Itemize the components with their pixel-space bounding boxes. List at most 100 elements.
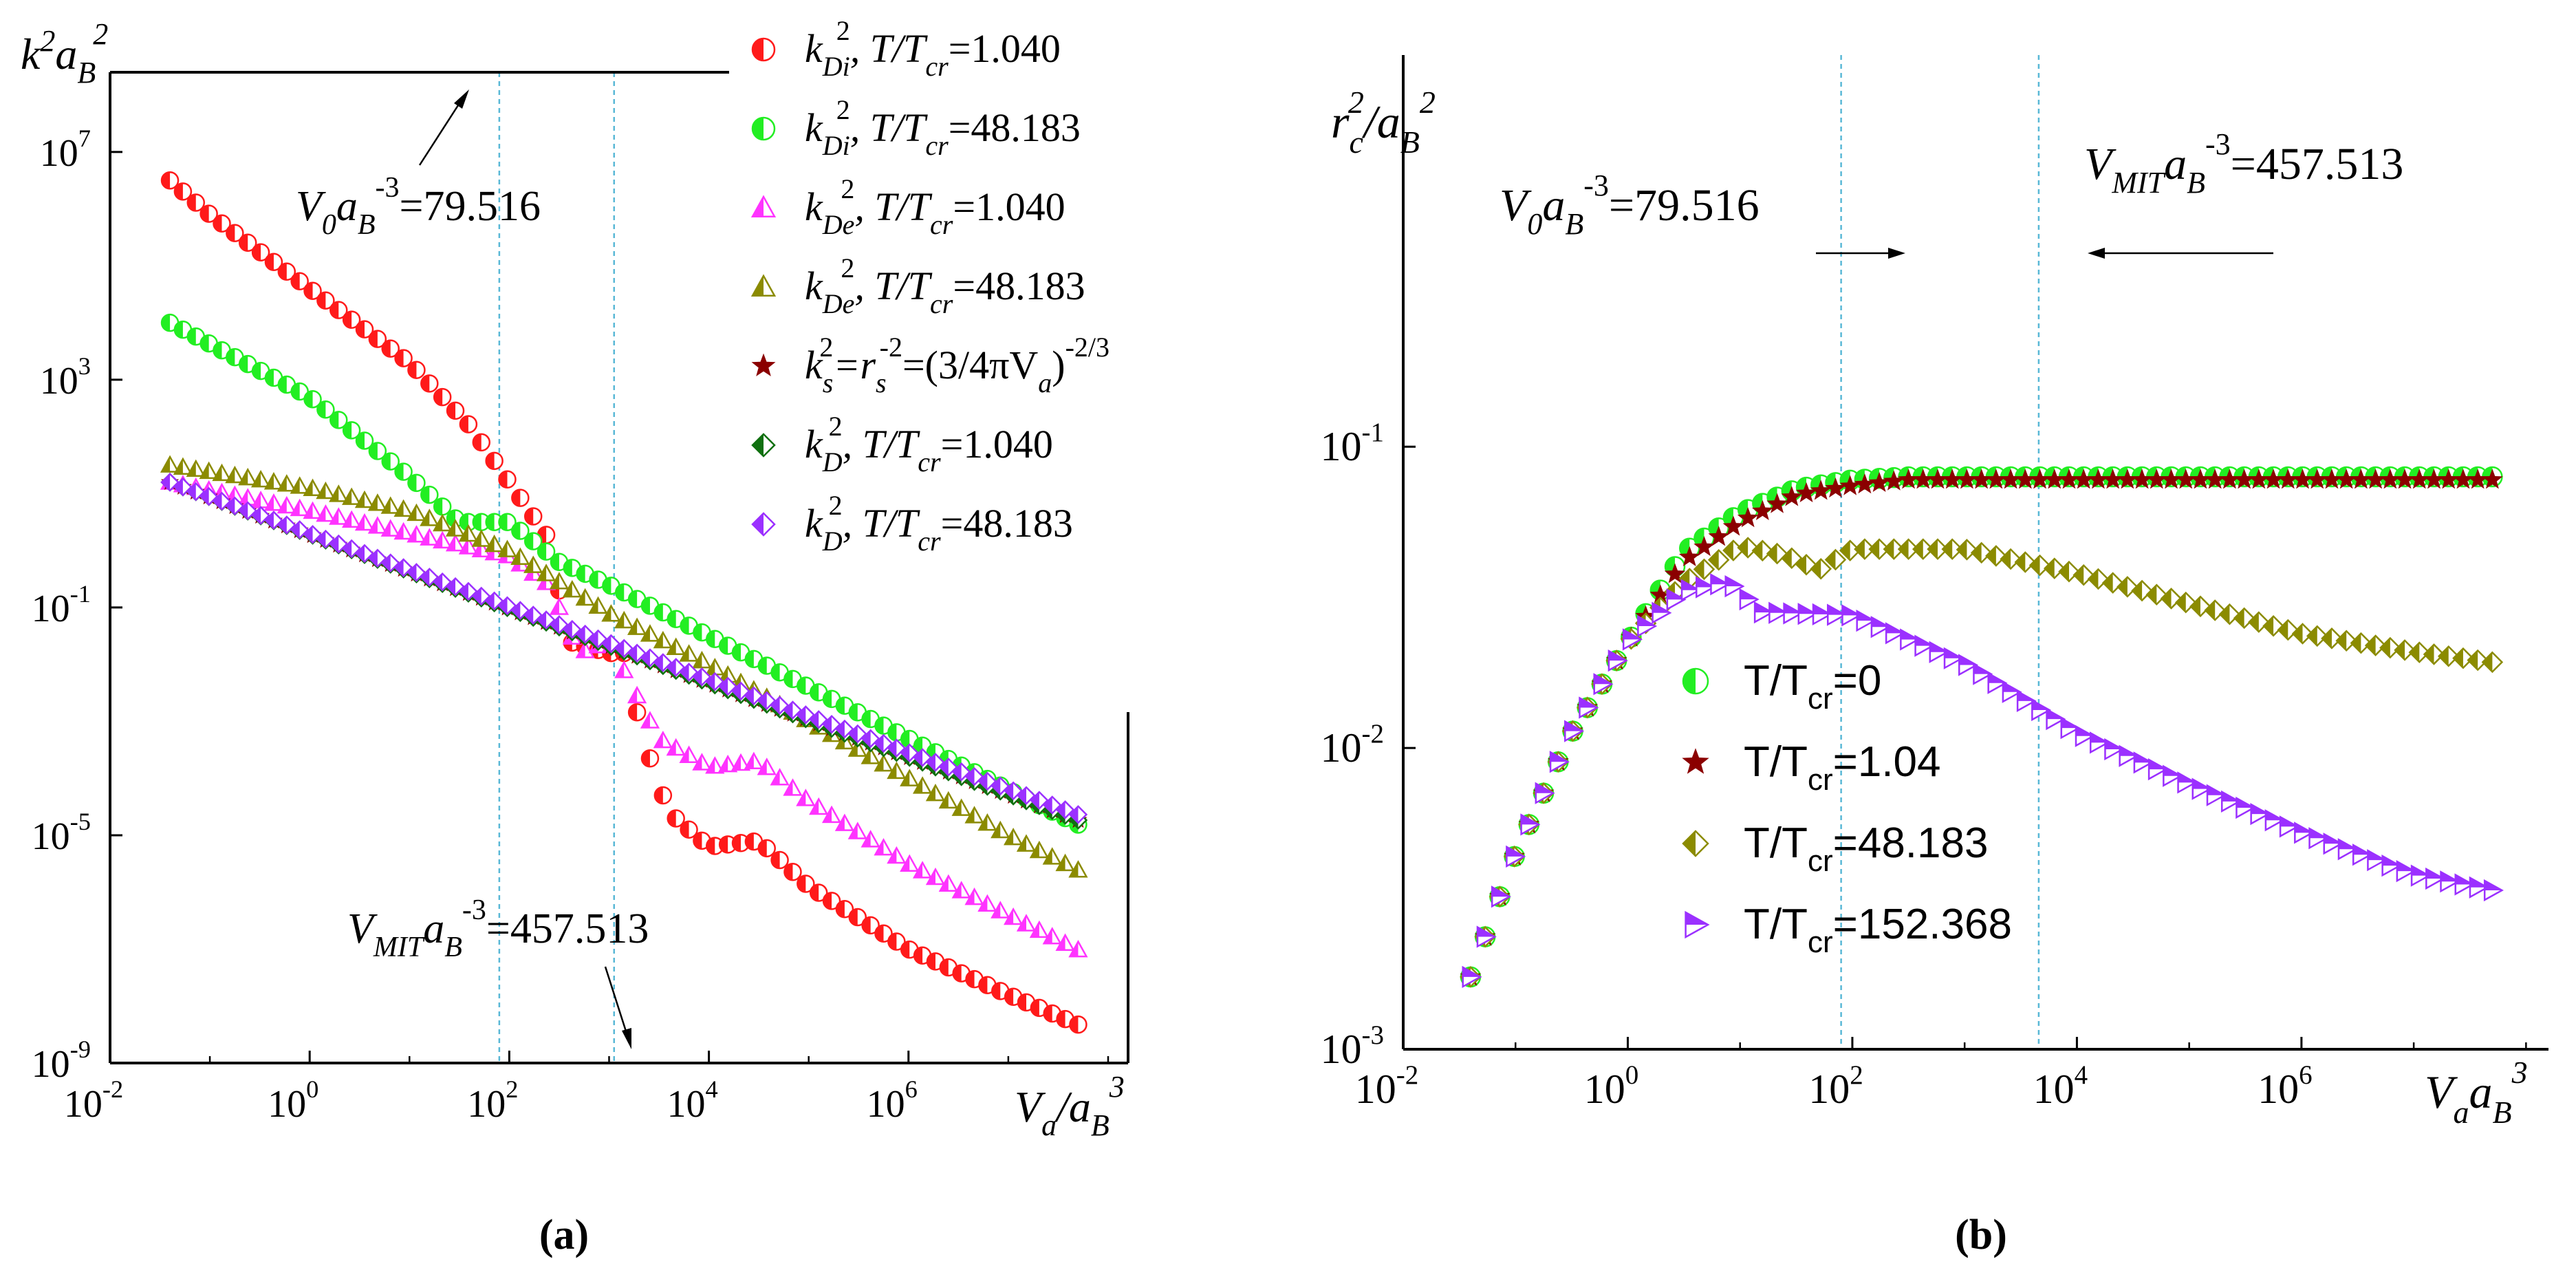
b-point — [2306, 625, 2328, 647]
b-point — [2264, 809, 2285, 832]
b-point — [1970, 541, 1993, 564]
a-point — [433, 497, 452, 516]
a-point — [484, 534, 504, 552]
a-point — [640, 597, 660, 615]
a-legend-marker — [750, 195, 777, 218]
a-legend-label: kDe2, T/Tcr=48.183 — [805, 253, 1085, 319]
a-point — [523, 532, 543, 550]
a-point — [913, 946, 932, 965]
a-point — [1055, 853, 1075, 872]
a-caption: (a) — [539, 1212, 589, 1258]
b-point — [2277, 469, 2299, 489]
b-point — [1649, 584, 1671, 605]
a-xtick-label: 100 — [268, 1075, 318, 1126]
a-point — [796, 788, 816, 806]
b-point — [2104, 738, 2125, 761]
a-point — [342, 510, 362, 528]
a-point — [342, 487, 362, 505]
a-point — [977, 894, 997, 912]
a-point — [627, 685, 647, 704]
a-point — [1042, 927, 1062, 945]
b-point — [2438, 469, 2459, 489]
a-point — [1029, 920, 1049, 938]
b-ytick-label: 10-1 — [1321, 418, 1385, 469]
a-point — [393, 499, 413, 517]
b-point — [1783, 602, 1804, 625]
b-point — [1898, 469, 1919, 489]
b-point — [1839, 539, 1861, 561]
a-point — [925, 867, 946, 886]
a-legend-marker — [751, 353, 776, 376]
a-point — [251, 243, 270, 262]
b-point — [2292, 469, 2313, 489]
a-annotation-vmit: VMITaB-3=457.513 — [347, 894, 649, 963]
a-point — [822, 689, 841, 709]
b-point — [1971, 469, 1992, 489]
b-point — [2440, 870, 2460, 893]
b-point — [2364, 634, 2387, 656]
b-point — [1956, 469, 1978, 489]
b-point — [1839, 475, 1861, 495]
a-point — [238, 233, 257, 253]
a-point — [263, 472, 284, 490]
b-annotation-vmit: VMITaB-3=457.513 — [2084, 127, 2403, 200]
a-point — [912, 776, 933, 794]
a-point — [718, 754, 738, 773]
a-point — [238, 467, 258, 486]
b-point — [2133, 751, 2154, 774]
a-arrowhead-vmit — [622, 1028, 631, 1049]
b-point — [2367, 849, 2388, 872]
a-point — [783, 778, 803, 796]
a-point — [446, 401, 465, 420]
b-point — [1985, 469, 2007, 489]
a-legend-marker — [751, 116, 776, 141]
b-point — [2060, 717, 2081, 740]
a-point — [797, 874, 815, 893]
a-point — [1068, 860, 1088, 878]
a-point — [848, 908, 867, 927]
b-point — [2379, 636, 2401, 659]
b-point — [1476, 925, 1497, 948]
b-point — [2483, 879, 2504, 902]
a-point — [640, 749, 660, 768]
a-point — [614, 610, 634, 629]
a-point — [731, 643, 750, 662]
b-point — [2029, 469, 2050, 489]
b-ylabel: rc2/aB2 — [1331, 85, 1436, 160]
a-ytick-label: 10-5 — [32, 808, 91, 858]
a-annotation-v0: V0aB-3=79.516 — [296, 172, 541, 241]
a-point — [938, 791, 958, 809]
a-point — [783, 863, 802, 881]
a-point — [433, 513, 453, 532]
b-arrowhead-vmit — [2088, 248, 2105, 259]
b-point — [2046, 707, 2066, 731]
a-point — [537, 610, 556, 630]
a-point — [757, 656, 776, 675]
a-point — [290, 498, 310, 517]
a-point — [354, 490, 375, 508]
a-point — [484, 591, 504, 611]
a-point — [601, 604, 621, 622]
a-point — [900, 854, 920, 872]
a-point — [1004, 828, 1024, 846]
a-point — [1068, 939, 1088, 958]
a-point — [627, 702, 647, 722]
b-point — [2337, 838, 2358, 861]
b-point — [2335, 469, 2357, 489]
a-point — [964, 887, 984, 905]
a-point — [1004, 907, 1024, 925]
a-point — [706, 630, 724, 649]
a-point — [627, 590, 647, 608]
a-point — [951, 798, 971, 816]
a-point — [809, 797, 829, 815]
a-point — [316, 291, 335, 310]
b-point — [1824, 548, 1847, 571]
a-point — [160, 171, 180, 190]
b-point — [2321, 627, 2343, 650]
a-point — [238, 354, 257, 374]
a-point — [381, 452, 400, 471]
b-point — [1812, 603, 1832, 626]
a-point — [445, 533, 466, 552]
a-point — [380, 553, 400, 572]
